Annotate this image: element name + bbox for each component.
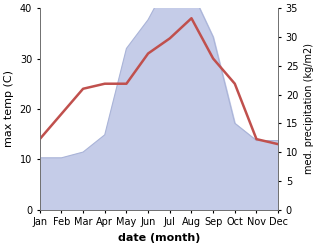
X-axis label: date (month): date (month) xyxy=(118,233,200,243)
Y-axis label: max temp (C): max temp (C) xyxy=(4,70,14,147)
Y-axis label: med. precipitation (kg/m2): med. precipitation (kg/m2) xyxy=(304,43,314,174)
